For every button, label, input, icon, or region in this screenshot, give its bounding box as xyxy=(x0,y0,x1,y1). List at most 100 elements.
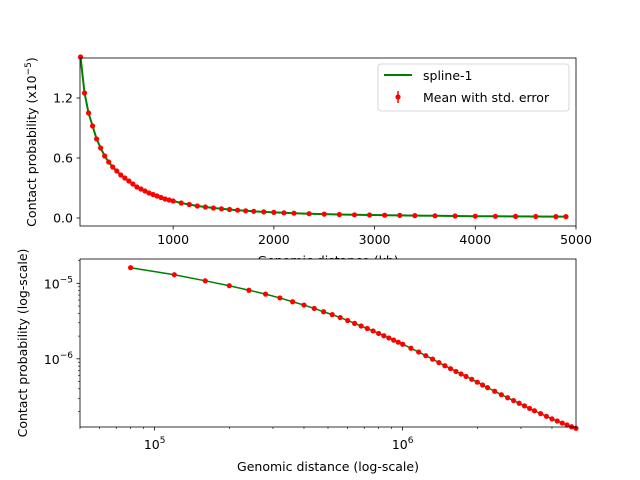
bottom-data-point xyxy=(370,328,376,334)
bottom-x-tick-label: 105 xyxy=(144,436,166,452)
top-data-point xyxy=(110,164,116,170)
bottom-data-point xyxy=(226,283,232,289)
top-data-point xyxy=(138,186,144,192)
bottom-data-point xyxy=(345,317,351,324)
bottom-x-axis-label: Genomic distance (log-scale) xyxy=(237,459,419,474)
bottom-data-point xyxy=(505,395,511,401)
top-data-point xyxy=(142,188,148,194)
top-data-point xyxy=(166,197,172,203)
legend-entry-mean: Mean with std. error xyxy=(423,90,550,105)
top-data-point xyxy=(114,168,120,174)
bottom-data-point xyxy=(423,353,429,359)
top-data-point xyxy=(158,194,164,201)
top-x-tick-label: 2000 xyxy=(258,232,290,247)
top-data-point xyxy=(235,207,241,213)
top-data-point xyxy=(126,178,132,184)
top-data-point xyxy=(261,209,267,215)
top-data-point xyxy=(291,210,297,216)
bottom-data-point xyxy=(337,314,343,321)
bottom-data-point xyxy=(364,325,370,332)
bottom-y-axis-label: Contact probability (log-scale) xyxy=(15,249,30,438)
bottom-data-point xyxy=(376,330,382,337)
bottom-data-point xyxy=(458,371,464,377)
bottom-data-point xyxy=(474,379,480,385)
top-x-tick-label: 3000 xyxy=(359,232,391,247)
top-data-point xyxy=(336,211,342,218)
top-data-point xyxy=(186,201,192,208)
top-data-point xyxy=(210,205,217,211)
top-x-tick-label: 1000 xyxy=(157,232,189,247)
bottom-data-point xyxy=(559,420,565,426)
bottom-data-point xyxy=(290,299,296,305)
bottom-data-point xyxy=(463,373,469,379)
top-data-point xyxy=(194,203,200,209)
bottom-data-point xyxy=(492,388,498,394)
top-data-point xyxy=(77,54,84,60)
bottom-data-point xyxy=(564,422,570,428)
bottom-data-point xyxy=(549,416,555,422)
bottom-data-point xyxy=(311,305,317,312)
top-data-point xyxy=(146,190,152,196)
top-axes-frame xyxy=(79,57,577,227)
bottom-data-point xyxy=(171,272,177,278)
top-data-point xyxy=(218,206,225,212)
top-data-point xyxy=(382,212,388,218)
top-data-point xyxy=(271,209,277,215)
bottom-data-point xyxy=(329,312,335,318)
top-data-point xyxy=(85,110,92,116)
top-data-point xyxy=(472,213,478,219)
top-data-point xyxy=(533,213,539,220)
legend-box xyxy=(377,63,570,112)
bottom-y-ticks: 10−6 10−5 xyxy=(44,260,80,412)
top-data-point xyxy=(306,211,312,217)
bottom-data-point xyxy=(381,333,387,339)
bottom-data-point xyxy=(554,418,560,424)
top-y-tick-label: 0.6 xyxy=(53,151,73,166)
bottom-plot-area xyxy=(80,259,576,427)
bottom-data-point xyxy=(527,405,533,412)
bottom-data-point xyxy=(510,397,517,404)
bottom-data-point xyxy=(400,341,406,347)
top-data-point xyxy=(81,90,88,96)
top-data-point xyxy=(178,200,184,206)
legend: spline-1 Mean with std. error xyxy=(377,63,570,112)
bottom-data-point xyxy=(479,382,486,388)
top-data-point xyxy=(251,208,257,214)
bottom-data-point xyxy=(429,356,436,362)
top-data-point xyxy=(150,191,156,198)
bottom-data-point xyxy=(543,413,550,419)
bottom-data-point xyxy=(416,349,422,355)
top-x-ticks: 1000 2000 3000 4000 5000 xyxy=(157,226,592,247)
bottom-data-point xyxy=(447,366,454,372)
bottom-data-point xyxy=(521,403,528,409)
top-data-point xyxy=(553,214,559,220)
top-y-axis-label: Contact probability (x10−5) xyxy=(24,57,39,227)
top-data-point xyxy=(512,213,519,219)
top-data-point xyxy=(321,211,327,217)
top-data-point xyxy=(134,184,140,190)
bottom-data-point xyxy=(321,309,327,315)
bottom-data-point xyxy=(516,400,522,406)
bottom-data-point xyxy=(358,323,364,329)
top-data-point xyxy=(106,159,112,165)
bottom-data-point xyxy=(395,339,401,345)
bottom-data-point xyxy=(386,335,392,341)
bottom-data-point xyxy=(436,360,442,366)
bottom-data-point xyxy=(277,295,283,301)
bottom-panel: 105 106 10−6 10−5 Genomic distance (log-sc… xyxy=(15,249,579,474)
top-y-tick-label: 1.2 xyxy=(53,91,73,106)
bottom-x-ticks: 105 106 xyxy=(79,427,577,452)
top-data-point xyxy=(94,136,100,142)
top-data-point xyxy=(351,212,358,218)
top-data-point xyxy=(122,175,128,181)
top-data-point xyxy=(162,196,168,202)
bottom-data-point xyxy=(442,363,448,369)
bottom-data-point xyxy=(391,337,397,343)
top-data-point xyxy=(432,213,438,219)
bottom-data-point xyxy=(538,411,544,417)
bottom-data-point xyxy=(301,302,307,308)
bottom-data-point xyxy=(531,408,538,414)
bottom-data-point xyxy=(484,385,491,391)
bottom-data-point xyxy=(202,278,208,284)
